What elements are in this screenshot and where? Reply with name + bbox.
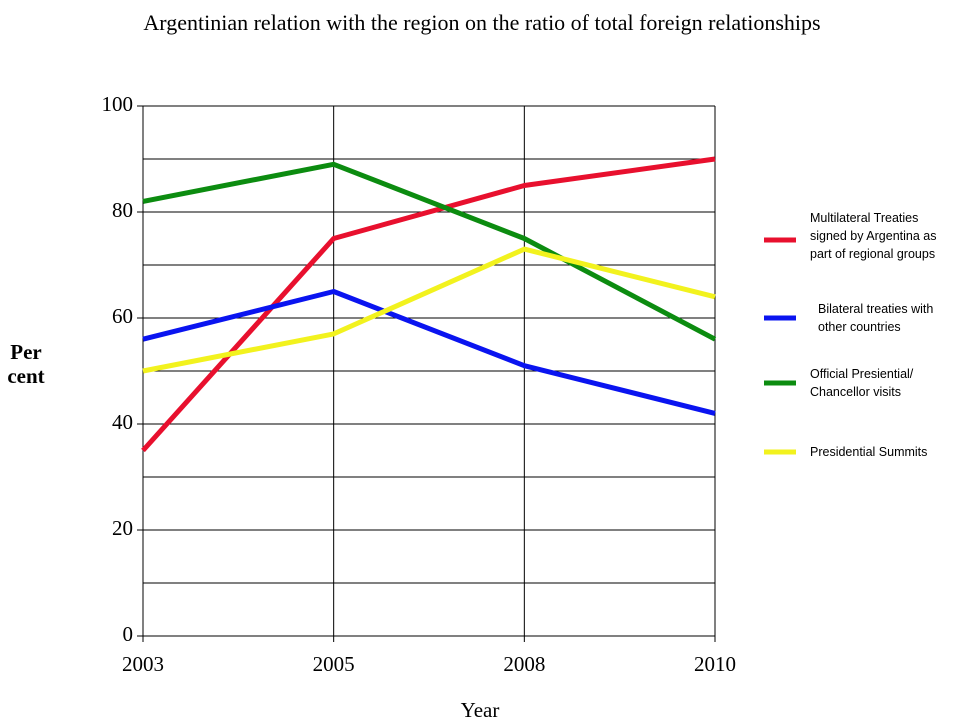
legend-label: Bilateral treaties with other countries (818, 302, 934, 334)
x-tick-label: 2003 (122, 652, 164, 676)
legend-label: Multilateral Treaties signed by Argentin… (810, 211, 937, 261)
chart-title: Argentinian relation with the region on … (143, 10, 821, 35)
legend-label: Presidential Summits (810, 445, 928, 459)
x-axis-label: Year (460, 698, 500, 722)
series-line (142, 161, 717, 342)
y-tick-label: 60 (112, 304, 133, 328)
series-line (142, 289, 716, 416)
x-tick-label: 2005 (313, 652, 355, 676)
y-tick-label: 80 (112, 198, 133, 222)
y-axis-label: Per cent (7, 340, 45, 388)
legend-label: Official Presiential/ Chancellor visits (810, 367, 914, 399)
y-tick-label: 100 (102, 92, 134, 116)
series-line (142, 246, 716, 374)
series-line (141, 156, 716, 453)
x-tick-label: 2010 (694, 652, 736, 676)
y-tick-label: 40 (112, 410, 133, 434)
x-tick-label: 2008 (503, 652, 545, 676)
y-tick-label: 0 (123, 622, 134, 646)
y-tick-label: 20 (112, 516, 133, 540)
